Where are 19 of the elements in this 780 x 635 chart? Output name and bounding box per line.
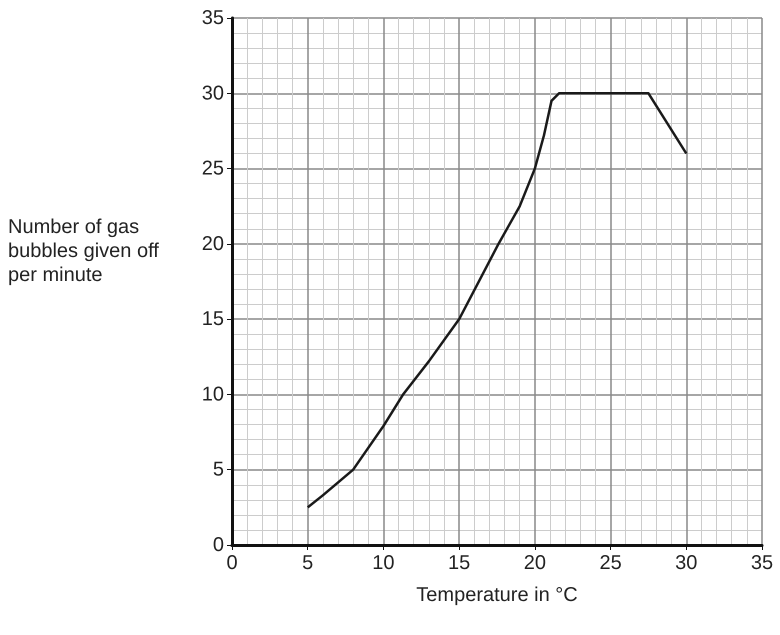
x-tick-label: 25 [599,552,622,574]
y-tick-label: 0 [212,534,224,556]
y-tick-label: 20 [202,232,224,255]
y-axis-title: Number of gas bubbles given off per minute [8,216,164,286]
x-tick-label: 20 [524,552,546,574]
x-tick-label: 10 [372,552,395,574]
x-tick-label: 30 [675,552,698,574]
y-tick-label: 30 [202,82,224,104]
line-series [306,92,688,509]
y-tick-label: 10 [202,383,224,406]
x-tick-label: 5 [302,552,314,574]
x-axis-title: Temperature in °C [416,584,578,606]
y-tick-label: 25 [202,158,224,180]
y-tick-label: 5 [212,458,224,481]
x-tick-label: 0 [226,552,238,574]
x-tick-label: 35 [750,552,774,574]
y-tick-label: 15 [202,308,224,330]
x-tick-label: 15 [448,552,470,574]
y-tick-label: 35 [202,7,224,29]
